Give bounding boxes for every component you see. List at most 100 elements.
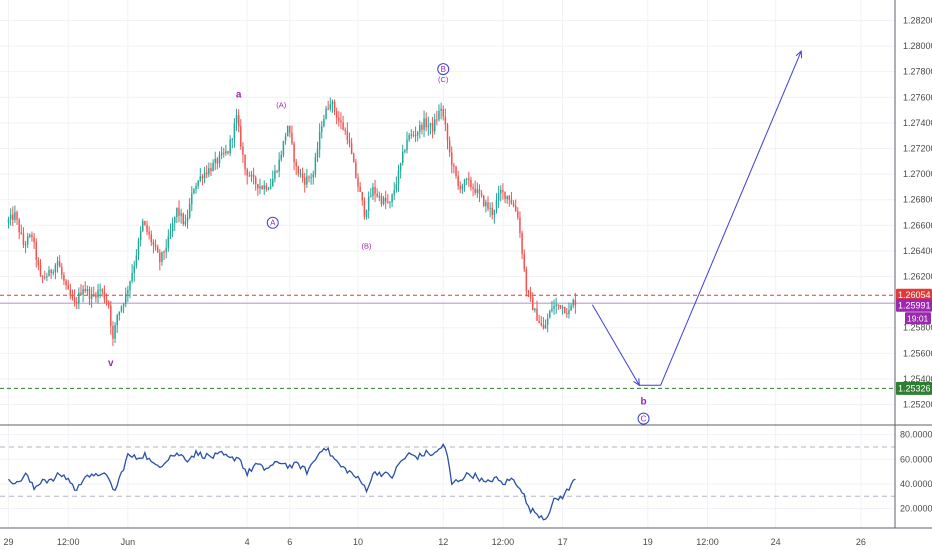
candle-body	[376, 193, 378, 197]
candle-body	[531, 296, 534, 311]
candle-body	[118, 311, 121, 316]
candle-body	[395, 184, 398, 191]
time-tick-label: 29	[4, 537, 14, 547]
candle-body	[542, 325, 545, 329]
candle-body	[410, 134, 413, 136]
candle-body	[308, 176, 310, 178]
candle-body	[408, 135, 410, 140]
candle-body	[195, 185, 197, 190]
rsi-tick-label: 20.0000	[900, 504, 932, 514]
candle-body	[365, 210, 368, 217]
candle-body	[335, 111, 338, 118]
candle-body	[97, 289, 99, 298]
candle-body	[312, 174, 314, 178]
current-price-tag	[896, 298, 932, 312]
candle-body	[344, 129, 346, 131]
candle-body	[52, 271, 55, 273]
candle-body	[218, 154, 221, 164]
candle-body	[131, 272, 133, 282]
candle-body	[167, 236, 170, 248]
candle-body	[493, 209, 496, 216]
candle-body	[561, 306, 564, 309]
candle-body	[306, 176, 308, 185]
candle-body	[114, 325, 116, 339]
candle-body	[35, 242, 37, 260]
candle-body	[69, 289, 72, 296]
candle-body	[299, 173, 302, 175]
candle-body	[78, 292, 80, 303]
candle-body	[459, 186, 462, 190]
candle-body	[48, 269, 50, 277]
candle-body	[197, 180, 199, 186]
candle-body	[468, 178, 470, 180]
candle-body	[406, 139, 408, 151]
wave-label-b: b	[640, 397, 646, 408]
projection-line	[591, 51, 802, 386]
time-tick-label: 6	[287, 537, 292, 547]
candle-body	[214, 158, 216, 163]
candle-body	[476, 189, 479, 193]
time-tick-label: 24	[771, 537, 781, 547]
candle-body	[199, 176, 202, 181]
candle-body	[248, 175, 251, 177]
candle-body	[444, 116, 447, 125]
candle-body	[301, 173, 304, 178]
candle-body	[180, 213, 182, 216]
candle-body	[203, 172, 206, 179]
candle-body	[570, 305, 572, 311]
candle-body	[303, 177, 306, 185]
price-tick-label: 1.25600	[903, 348, 932, 358]
candle-body	[559, 305, 562, 309]
candle-body	[276, 170, 278, 172]
candle-body	[478, 189, 481, 194]
candle-body	[440, 108, 442, 111]
candle-body	[546, 317, 549, 325]
candle-body	[22, 233, 25, 245]
candle-body	[39, 265, 42, 276]
candle-body	[265, 185, 268, 190]
candle-body	[495, 200, 498, 210]
candle-body	[568, 310, 570, 315]
price-tick-label: 1.26600	[903, 220, 932, 230]
candle-body	[229, 139, 231, 154]
candle-body	[363, 200, 366, 217]
candle-body	[352, 154, 355, 163]
candle-body	[250, 174, 253, 177]
candle-body	[451, 152, 453, 166]
candle-body	[63, 274, 65, 281]
candle-body	[122, 303, 125, 307]
candle-body	[404, 150, 406, 152]
time-tick-label: 17	[558, 537, 568, 547]
candle-body	[325, 108, 327, 119]
candle-body	[20, 232, 23, 234]
time-tick-label: 12:00	[57, 537, 80, 547]
rsi-indicator	[0, 443, 895, 521]
candle-body	[223, 152, 225, 154]
candle-body	[566, 312, 568, 315]
price-tick-label: 1.28000	[903, 41, 932, 51]
candle-body	[374, 186, 376, 194]
candle-body	[314, 157, 317, 175]
candle-body	[135, 255, 138, 266]
candle-body	[116, 315, 118, 326]
candle-body	[286, 126, 289, 137]
candle-body	[56, 261, 59, 266]
candle-body	[93, 294, 95, 296]
candle-body	[380, 195, 383, 204]
candle-body	[220, 152, 223, 155]
candle-body	[103, 291, 106, 300]
candle-body	[474, 188, 476, 193]
rsi-tick-label: 80.0000	[900, 430, 932, 440]
candle-body	[372, 186, 374, 196]
candle-body	[536, 308, 538, 321]
price-tick-label: 1.26200	[903, 272, 932, 282]
candle-body	[186, 217, 189, 222]
wave-circle-A-circle	[266, 216, 279, 229]
candle-body	[519, 217, 521, 233]
candle-body	[142, 221, 144, 231]
candle-body	[416, 132, 419, 136]
candle-body	[54, 265, 57, 272]
candle-body	[553, 305, 555, 309]
